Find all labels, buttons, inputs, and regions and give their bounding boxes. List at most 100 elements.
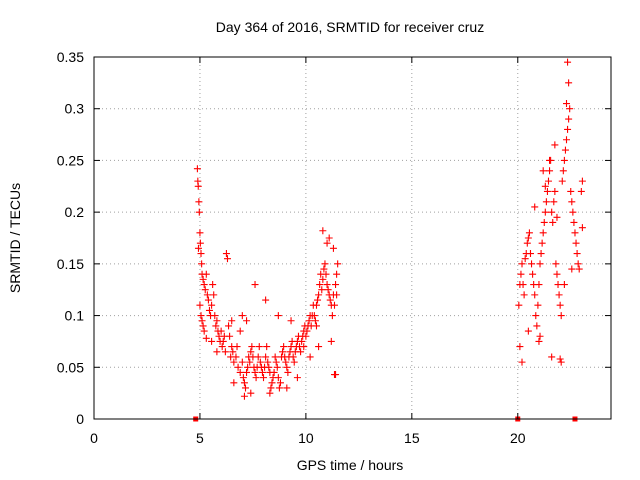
data-point	[310, 312, 318, 320]
data-point	[254, 353, 262, 361]
data-point	[541, 182, 549, 190]
data-point	[271, 353, 279, 361]
data-point	[256, 358, 264, 366]
data-point	[536, 332, 544, 340]
data-point	[546, 167, 554, 175]
data-point	[251, 368, 259, 376]
data-point	[570, 218, 578, 226]
data-point	[536, 260, 544, 268]
data-point	[550, 198, 558, 206]
data-point	[243, 317, 251, 325]
data-point	[239, 374, 247, 382]
data-point	[518, 260, 526, 268]
data-point	[204, 296, 212, 304]
data-point	[526, 250, 534, 258]
data-point	[532, 312, 540, 320]
data-point	[557, 358, 565, 366]
data-point	[279, 348, 287, 356]
data-point	[529, 270, 537, 278]
data-point	[211, 312, 219, 320]
data-point	[195, 198, 203, 206]
data-point	[303, 327, 311, 335]
y-tick-label: 0.35	[57, 49, 84, 65]
data-point	[255, 343, 263, 351]
data-point	[244, 363, 252, 371]
data-point	[574, 260, 582, 268]
data-point	[252, 374, 260, 382]
data-point	[273, 363, 281, 371]
data-point	[199, 275, 207, 283]
data-point	[195, 208, 203, 216]
data-point	[563, 100, 571, 108]
data-point	[236, 368, 244, 376]
data-point	[196, 229, 204, 237]
data-point	[568, 198, 576, 206]
data-point	[323, 239, 331, 247]
data-point	[321, 260, 329, 268]
data-point	[198, 260, 206, 268]
data-point	[202, 334, 210, 342]
data-point	[333, 270, 341, 278]
data-point	[258, 368, 266, 376]
y-tick-label: 0.2	[65, 204, 85, 220]
y-tick-labels: 0 0.05 0.1 0.15 0.2 0.25 0.3 0.35	[57, 49, 84, 427]
data-point	[236, 327, 244, 335]
data-point	[332, 371, 340, 379]
data-point	[283, 363, 291, 371]
data-point	[540, 218, 548, 226]
data-point	[284, 368, 292, 376]
data-point	[209, 281, 217, 289]
x-tick-label: 10	[298, 430, 314, 446]
data-point	[524, 327, 532, 335]
data-point	[302, 332, 310, 340]
data-point	[569, 208, 577, 216]
x-tick-label: 0	[90, 430, 98, 446]
data-point	[196, 239, 204, 247]
data-point	[270, 368, 278, 376]
data-point	[558, 177, 566, 185]
data-point	[520, 291, 528, 299]
x-tick-labels: 0 5 10 15 20	[90, 430, 526, 446]
data-point	[213, 317, 221, 325]
data-point	[312, 301, 320, 309]
data-point	[552, 260, 560, 268]
data-point	[515, 301, 523, 309]
data-point	[232, 353, 240, 361]
data-point	[544, 177, 552, 185]
y-tick-label: 0.25	[57, 152, 84, 168]
data-point	[221, 348, 229, 356]
data-point	[275, 384, 283, 392]
data-point	[323, 281, 331, 289]
data-point	[230, 358, 238, 366]
data-point	[243, 368, 251, 376]
data-point	[197, 250, 205, 258]
data-point	[263, 343, 271, 351]
data-point	[240, 379, 248, 387]
data-point	[577, 187, 585, 195]
data-point	[330, 301, 338, 309]
data-point	[201, 286, 209, 294]
data-point	[565, 79, 573, 87]
data-point	[238, 358, 246, 366]
data-point	[238, 312, 246, 320]
x-axis-label: GPS time / hours	[297, 457, 404, 473]
y-tick-label: 0.3	[65, 101, 85, 117]
data-point	[193, 165, 201, 173]
data-point	[539, 167, 547, 175]
data-point	[543, 187, 551, 195]
data-point	[537, 250, 545, 258]
data-point	[539, 229, 547, 237]
data-point	[571, 229, 579, 237]
data-point	[229, 348, 237, 356]
data-point	[272, 358, 280, 366]
data-point	[311, 317, 319, 325]
data-point	[264, 358, 272, 366]
data-point	[300, 343, 308, 351]
data-point	[220, 332, 228, 340]
data-point	[548, 353, 556, 361]
data-point	[531, 203, 539, 211]
data-point	[205, 306, 213, 314]
data-point	[312, 322, 320, 330]
data-point	[222, 250, 230, 258]
